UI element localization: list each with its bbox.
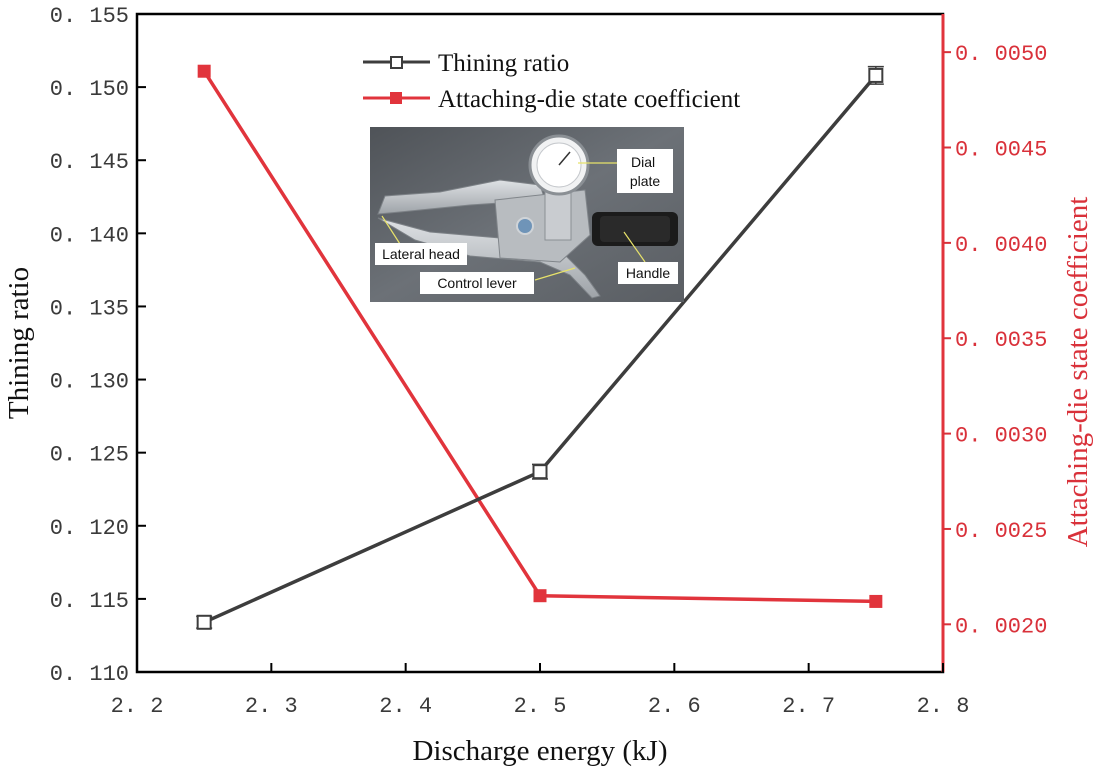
series-thinning-point [196,614,212,630]
series-attaching-point [197,64,211,78]
right-axis-ticks: 0. 0050 0. 0045 0. 0040 0. 0035 0. 0030 0. 00… [943,42,1047,639]
handle-grip [600,216,670,242]
gauge-screw [516,217,534,235]
control-lever-label-box [420,272,534,294]
y-axis-title: Thining ratio [3,267,35,419]
series-layer [196,64,884,630]
inset-photo: Dial plate Lateral head Control lever Ha… [370,127,684,302]
legend-marker-attaching [390,92,402,104]
left-axis-ticks: 0. 155 0. 150 0. 145 0. 140 0. 135 0. 130 0. 1… [50,4,146,687]
x-tick-label: 2. 2 [111,694,164,719]
y2-tick-label: 0. 0030 [955,424,1047,449]
y-tick-label: 0. 110 [50,662,129,687]
dial-label-box [617,149,673,193]
lateral-head-pointer-line [381,215,401,245]
legend-label-thinning: Thining ratio [438,50,569,77]
y2-tick-label: 0. 0045 [955,138,1047,163]
y-tick-label: 0. 145 [50,150,129,175]
x-tick-label: 2. 3 [245,694,298,719]
series-thinning-point [532,464,548,480]
x-tick-label: 2. 8 [917,694,970,719]
x-axis-title: Discharge energy (kJ) [412,735,667,767]
y-tick-label: 0. 120 [50,516,129,541]
y2-tick-label: 0. 0025 [955,519,1047,544]
lateral-head-label-box [375,243,467,265]
x-tick-label: 2. 5 [514,694,567,719]
lateral-head-label: Lateral head [382,246,460,262]
x-axis-ticks: 2. 2 2. 3 2. 4 2. 5 2. 6 2. 7 2. 8 [111,663,970,719]
series-attaching-point [533,589,547,603]
y2-tick-label: 0. 0035 [955,328,1047,353]
y-tick-label: 0. 115 [50,589,129,614]
x-tick-label: 2. 6 [648,694,701,719]
x-tick-label: 2. 4 [379,694,432,719]
y2-tick-label: 0. 0040 [955,233,1047,258]
dial-label: Dial plate [630,154,661,189]
y-tick-label: 0. 155 [50,4,129,29]
y2-tick-label: 0. 0020 [955,614,1047,639]
control-lever-pointer-line [534,267,576,281]
y-tick-label: 0. 150 [50,77,129,102]
dial-stem [544,191,572,241]
legend-marker-thinning [390,56,403,69]
legend-label-attaching: Attaching-die state coefficient [438,86,740,113]
series-attaching-point [869,594,883,608]
y-tick-label: 0. 135 [50,296,129,321]
handle-label-box [618,262,678,284]
dial-needle [558,151,571,166]
control-lever-label: Control lever [437,275,517,291]
y2-tick-label: 0. 0050 [955,42,1047,67]
handle-pointer-line [623,231,646,263]
x-tick-label: 2. 7 [782,694,835,719]
series-thinning-point [868,67,884,83]
handle-label: Handle [626,265,671,281]
y-tick-label: 0. 125 [50,443,129,468]
y2-axis-title: Attaching-die state coefficient [1062,197,1094,548]
y-tick-label: 0. 140 [50,223,129,248]
y-tick-label: 0. 130 [50,370,129,395]
legend: Thining ratio Attaching-die state coeffi… [363,50,740,113]
